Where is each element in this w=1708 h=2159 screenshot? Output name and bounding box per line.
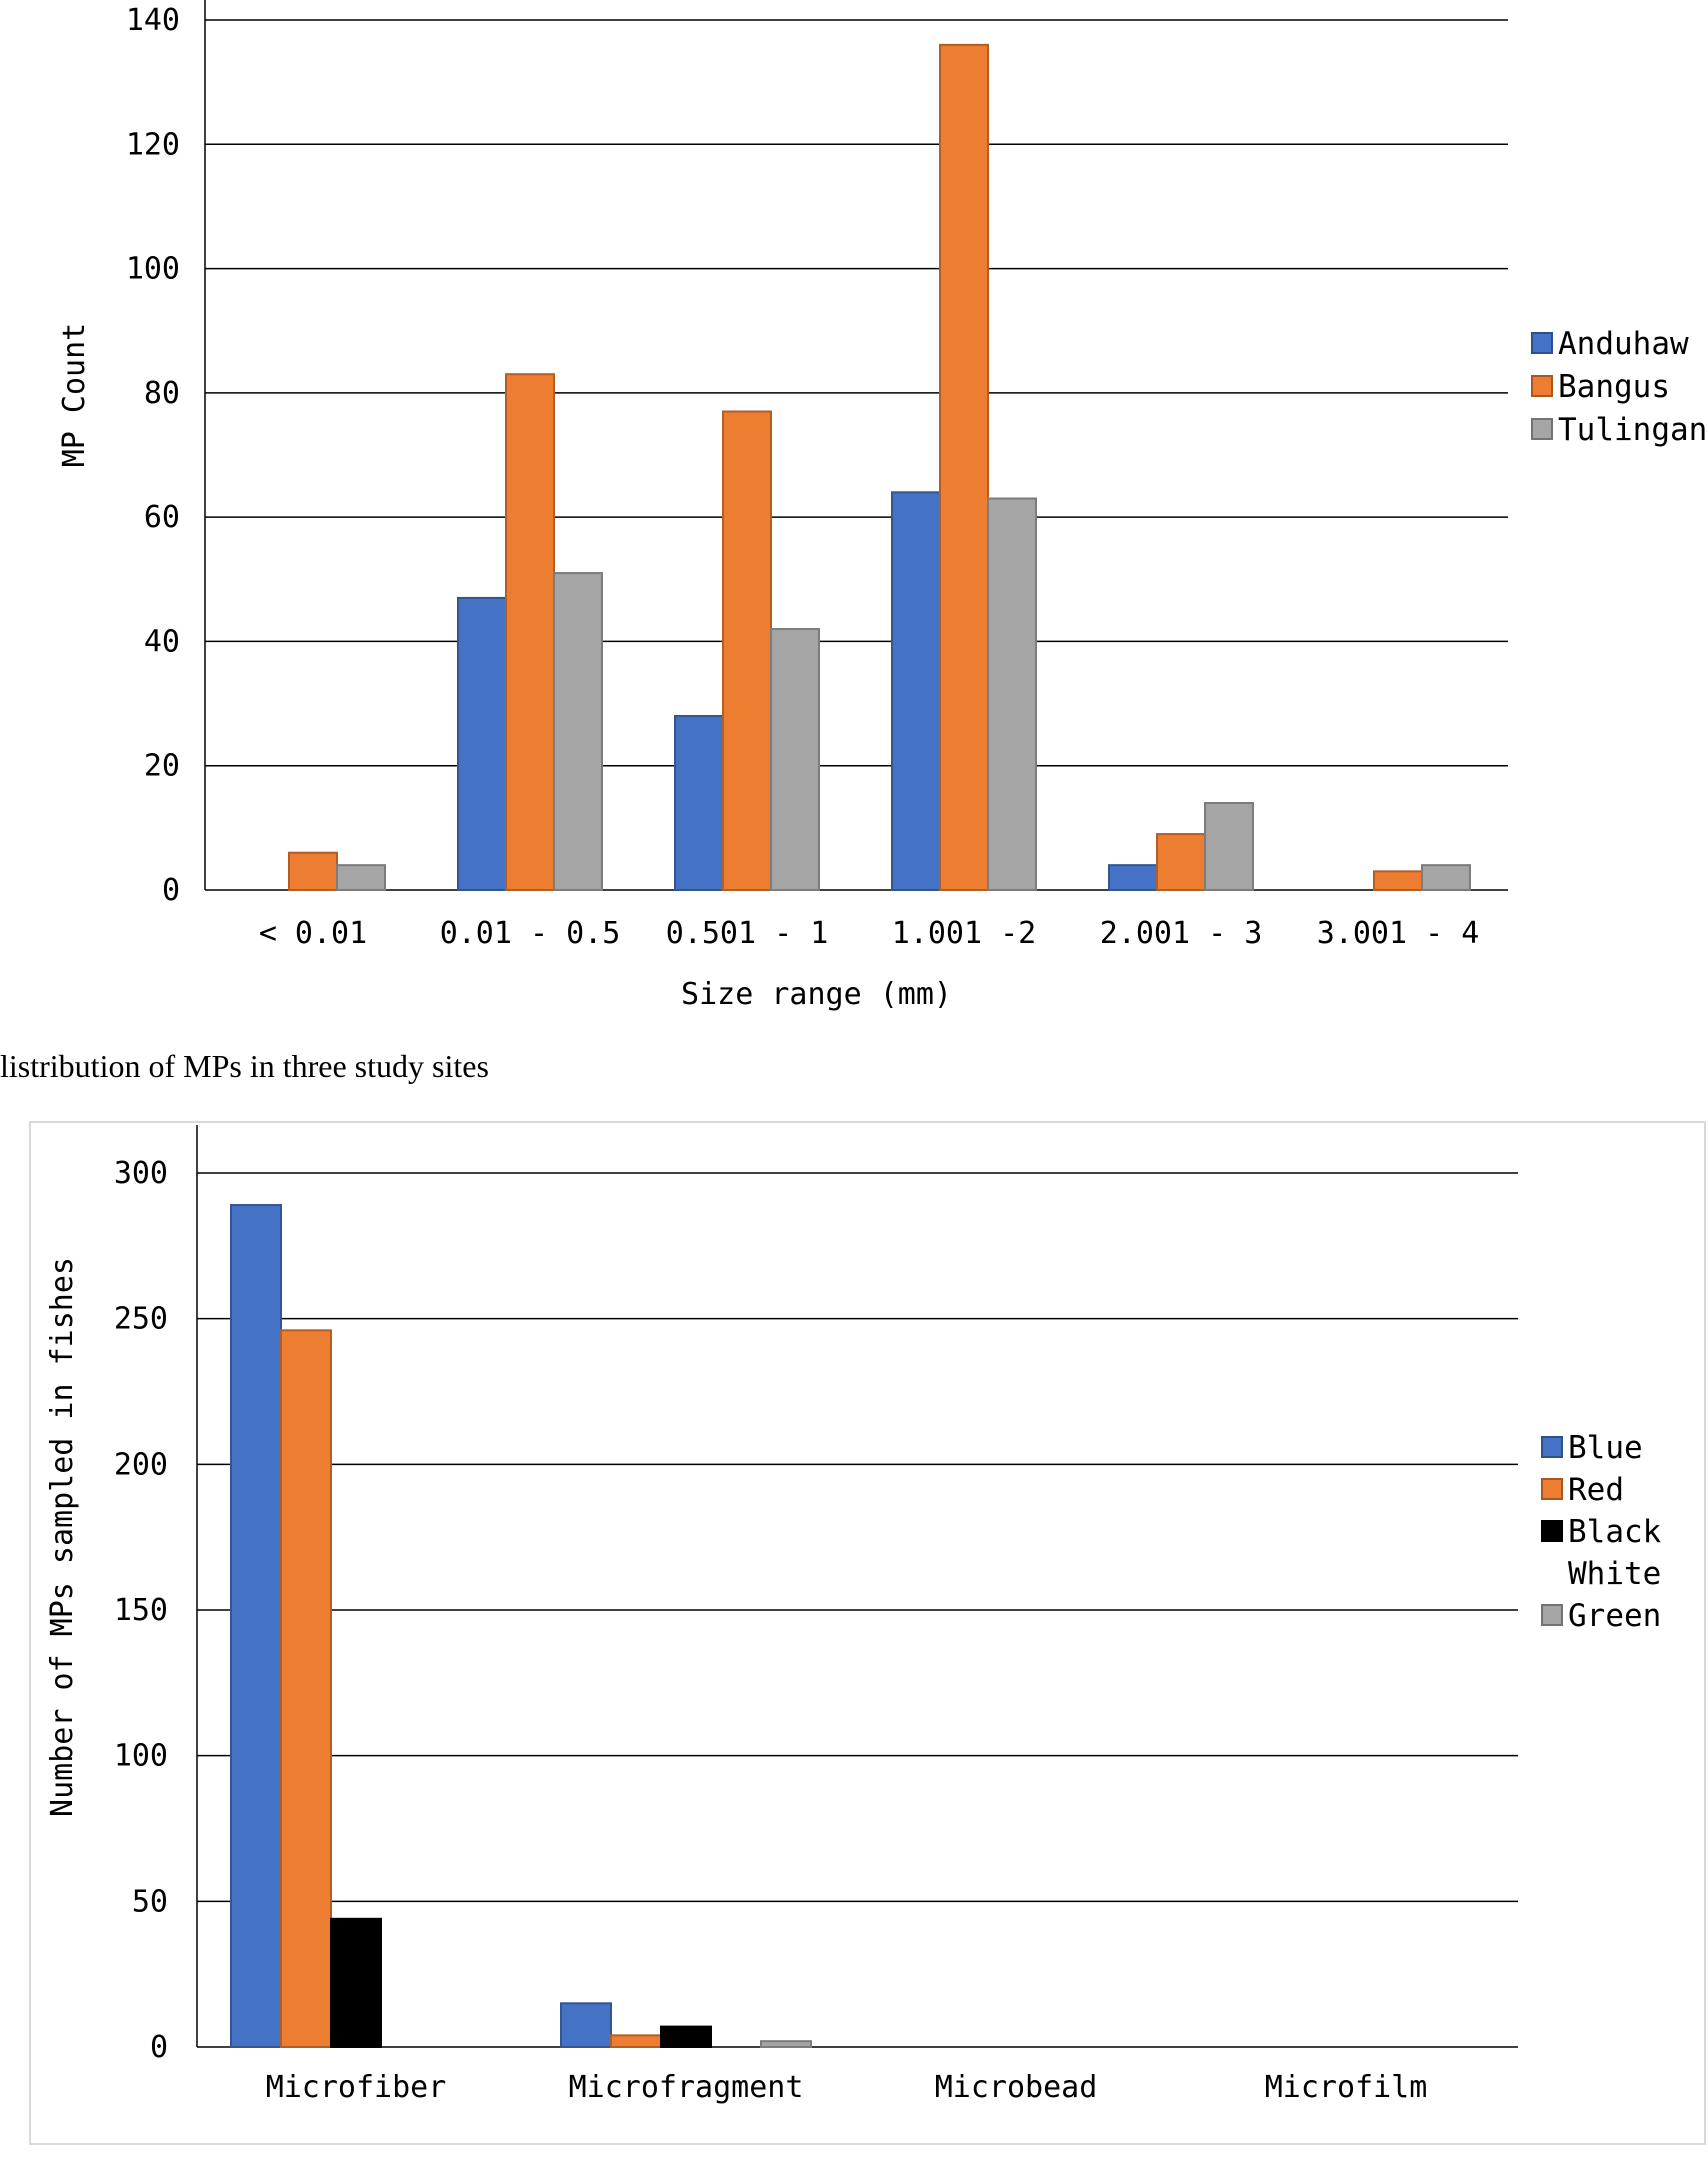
legend-swatch-anduhaw <box>1531 332 1553 354</box>
x-axis-title: Size range (mm) <box>681 977 952 1012</box>
bar-black-1 <box>330 1917 382 2049</box>
y-tick-label: 100 <box>126 252 180 287</box>
x-category-label: Microfiber <box>266 2070 447 2105</box>
legend-label-tulingan: Tulingan <box>1558 412 1707 448</box>
bar-red-1 <box>280 1329 332 2048</box>
legend-label-blue: Blue <box>1568 1430 1643 1466</box>
legend-swatch-tulingan <box>1531 418 1553 440</box>
chart-frame <box>29 1121 1706 2145</box>
legend-label-green: Green <box>1568 1598 1661 1634</box>
y-tick-label: 200 <box>114 1447 168 1482</box>
bar-blue-1 <box>230 1204 282 2048</box>
y-axis-title: MP Count <box>57 323 92 468</box>
bar-anduhaw-2 <box>457 596 507 892</box>
legend-label-red: Red <box>1568 1472 1624 1508</box>
x-category-label: < 0.01 <box>259 916 367 951</box>
bar-tulingan-3 <box>770 628 820 891</box>
x-category-label: 2.001 - 3 <box>1100 916 1263 951</box>
bar-green-2 <box>760 2040 812 2049</box>
y-tick-label: 100 <box>114 1739 168 1774</box>
bar-black-2 <box>660 2025 712 2049</box>
y-axis-title: Number of MPs sampled in fishes <box>45 1257 80 1817</box>
y-tick-label: 50 <box>132 1884 168 1919</box>
y-tick-label: 0 <box>150 2030 168 2065</box>
bar-tulingan-4 <box>987 497 1037 891</box>
legend-swatch-green <box>1541 1604 1563 1626</box>
bar-bangus-2 <box>505 373 555 891</box>
bar-tulingan-6 <box>1421 864 1471 892</box>
figure-caption: listribution of MPs in three study sites <box>0 1048 489 1084</box>
x-category-label: 3.001 - 4 <box>1317 916 1480 951</box>
legend-swatch-black <box>1541 1520 1563 1542</box>
bar-bangus-3 <box>722 410 772 891</box>
y-tick-label: 20 <box>144 749 180 784</box>
legend-label-anduhaw: Anduhaw <box>1558 326 1689 362</box>
bar-blue-2 <box>560 2002 612 2049</box>
legend-label-white: White <box>1568 1556 1661 1592</box>
legend-swatch-bangus <box>1531 375 1553 397</box>
y-tick-label: 40 <box>144 624 180 659</box>
x-category-label: Microfilm <box>1265 2070 1428 2105</box>
bar-anduhaw-4 <box>891 491 941 891</box>
bar-tulingan-2 <box>553 572 603 891</box>
chart-1: 0 20 40 60 80 100 120 140 < 0.01 0.01 - 0.5 0.501 … <box>57 0 1707 1012</box>
legend-swatch-blue <box>1541 1436 1563 1458</box>
y-tick-label: 140 <box>126 3 180 38</box>
bar-bangus-4 <box>939 43 989 892</box>
y-tick-label: 250 <box>114 1302 168 1337</box>
y-tick-label: 150 <box>114 1593 168 1628</box>
bar-bangus-1 <box>288 851 338 892</box>
bar-anduhaw-5 <box>1108 864 1158 892</box>
legend-swatch-red <box>1541 1478 1563 1500</box>
x-category-label: 0.01 - 0.5 <box>440 916 621 951</box>
legend-label-black: Black <box>1568 1514 1662 1550</box>
x-category-label: 1.001 -2 <box>892 916 1037 951</box>
y-tick-label: 60 <box>144 500 180 535</box>
bar-bangus-5 <box>1156 833 1206 891</box>
y-tick-label: 0 <box>162 873 180 908</box>
y-tick-label: 120 <box>126 127 180 162</box>
bar-tulingan-1 <box>336 864 386 892</box>
y-tick-label: 80 <box>144 376 180 411</box>
x-category-label: Microbead <box>935 2070 1098 2105</box>
bar-bangus-6 <box>1373 870 1423 891</box>
y-tick-label: 300 <box>114 1156 168 1191</box>
x-category-label: 0.501 - 1 <box>666 916 829 951</box>
bar-tulingan-5 <box>1204 802 1254 891</box>
chart-2: 0 50 100 150 200 250 300 Microfiber Microfragmen… <box>29 1121 1706 2145</box>
legend-label-bangus: Bangus <box>1558 369 1670 405</box>
x-category-label: Microfragment <box>569 2070 804 2105</box>
bar-red-2 <box>610 2034 662 2049</box>
bar-anduhaw-3 <box>674 715 724 891</box>
